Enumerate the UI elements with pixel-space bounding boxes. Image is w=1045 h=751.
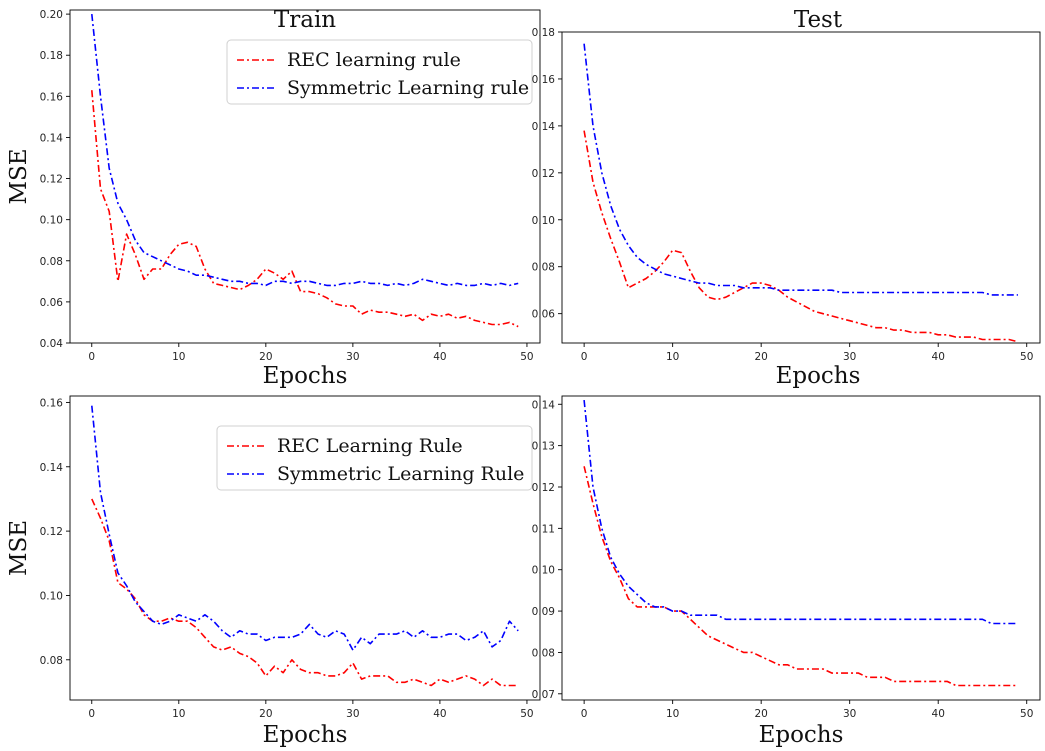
x-tick-label: 20 — [259, 351, 272, 363]
series-line-1 — [583, 466, 1018, 687]
y-axis-label: MSE — [6, 520, 32, 576]
x-tick-label: 40 — [433, 351, 446, 363]
chart-title: Test — [794, 7, 843, 33]
x-axis-label: Epochs — [759, 722, 844, 748]
y-tick-label: 0.18 — [532, 27, 555, 39]
legend: REC Learning Rule Symmetric Learning Rule — [216, 425, 533, 491]
plot-frame — [69, 9, 541, 344]
x-axis-label: Epochs — [776, 363, 861, 389]
legend-label: REC Learning Rule — [277, 435, 463, 457]
series-line-2 — [583, 400, 1018, 625]
x-tick-label: 20 — [754, 351, 767, 363]
y-tick-label: 0.18 — [40, 50, 63, 62]
plot-frame — [69, 395, 541, 701]
x-tick-label: 0 — [88, 708, 95, 720]
x-tick-label: 0 — [581, 351, 588, 363]
x-tick-label: 20 — [754, 708, 767, 720]
y-tick-label: 0.14 — [532, 399, 556, 411]
x-tick-label: 30 — [843, 351, 856, 363]
x-tick-label: 40 — [932, 351, 945, 363]
legend-label: REC learning rule — [287, 49, 461, 71]
y-tick-label: 0.12 — [532, 482, 555, 494]
y-tick-label: 0.04 — [40, 338, 64, 350]
x-tick-label: 30 — [346, 708, 359, 720]
legend-frame — [226, 39, 533, 105]
legend: REC learning rule Symmetric Learning rule — [226, 39, 533, 105]
y-tick-label: 0.09 — [532, 606, 555, 618]
y-tick-label: 0.12 — [40, 526, 63, 538]
series-line-2 — [583, 43, 1018, 296]
panel-4: 0 10 20 30 40 50 0.07 0.08 0.09 0.10 0.11 0.12 0.13 0… — [532, 395, 1041, 748]
x-axis-label: Epochs — [263, 363, 348, 389]
series-line-1 — [583, 130, 1019, 343]
legend-label: Symmetric Learning rule — [287, 77, 529, 99]
series-line-1 — [91, 498, 519, 687]
y-tick-label: 0.10 — [532, 215, 555, 227]
x-tick-label: 50 — [520, 708, 533, 720]
x-tick-label: 0 — [581, 708, 588, 720]
x-tick-label: 10 — [666, 708, 679, 720]
y-tick-label: 0.07 — [532, 689, 555, 701]
x-tick-label: 50 — [520, 351, 533, 363]
x-tick-label: 30 — [346, 351, 359, 363]
x-axis-label: Epochs — [263, 722, 348, 748]
x-tick-label: 20 — [259, 708, 272, 720]
y-tick-label: 0.08 — [40, 655, 63, 667]
legend-frame — [216, 425, 533, 491]
y-tick-label: 0.12 — [40, 174, 63, 186]
series-line-1 — [91, 90, 519, 328]
y-tick-label: 0.14 — [40, 462, 64, 474]
panel-2: 0 10 20 30 40 50 0.06 0.08 0.10 0.12 0.14 0.16 0.18 T… — [532, 7, 1041, 363]
y-tick-label: 0.16 — [532, 74, 556, 86]
x-tick-label: 40 — [433, 708, 446, 720]
y-tick-label: 0.11 — [532, 523, 555, 535]
y-tick-label: 0.16 — [40, 91, 64, 103]
plot-frame — [561, 31, 1041, 344]
y-tick-label: 0.08 — [40, 256, 63, 268]
series-line-2 — [91, 14, 519, 287]
x-tick-label: 50 — [1020, 708, 1033, 720]
chart-title: Train — [274, 7, 336, 33]
y-tick-label: 0.10 — [40, 215, 63, 227]
y-tick-label: 0.14 — [532, 121, 556, 133]
y-tick-label: 0.13 — [532, 441, 555, 453]
y-tick-label: 0.08 — [532, 262, 555, 274]
x-tick-label: 30 — [843, 708, 856, 720]
x-tick-label: 0 — [88, 351, 95, 363]
y-axis-label: MSE — [6, 148, 32, 204]
y-tick-label: 0.16 — [40, 397, 64, 409]
y-tick-label: 0.12 — [532, 168, 555, 180]
x-tick-label: 40 — [932, 708, 945, 720]
panel-3: 0 10 20 30 40 50 0.08 0.10 0.12 0.14 0.16 MSE Epochs… — [6, 395, 541, 748]
y-tick-label: 0.06 — [532, 309, 556, 321]
panel-1: 0 10 20 30 40 50 0.04 0.06 0.08 0.10 0.12 0.14 0.16 0… — [6, 7, 541, 363]
x-tick-label: 50 — [1020, 351, 1033, 363]
plot-frame — [561, 395, 1041, 701]
legend-label: Symmetric Learning Rule — [277, 463, 524, 485]
y-tick-label: 0.10 — [532, 565, 555, 577]
y-tick-label: 0.14 — [40, 132, 64, 144]
y-tick-label: 0.08 — [532, 647, 555, 659]
y-tick-label: 0.20 — [40, 9, 63, 21]
x-tick-label: 10 — [666, 351, 679, 363]
y-tick-label: 0.06 — [40, 297, 64, 309]
x-tick-label: 10 — [172, 351, 185, 363]
series-line-2 — [91, 405, 519, 651]
x-tick-label: 10 — [172, 708, 185, 720]
y-tick-label: 0.10 — [40, 590, 63, 602]
